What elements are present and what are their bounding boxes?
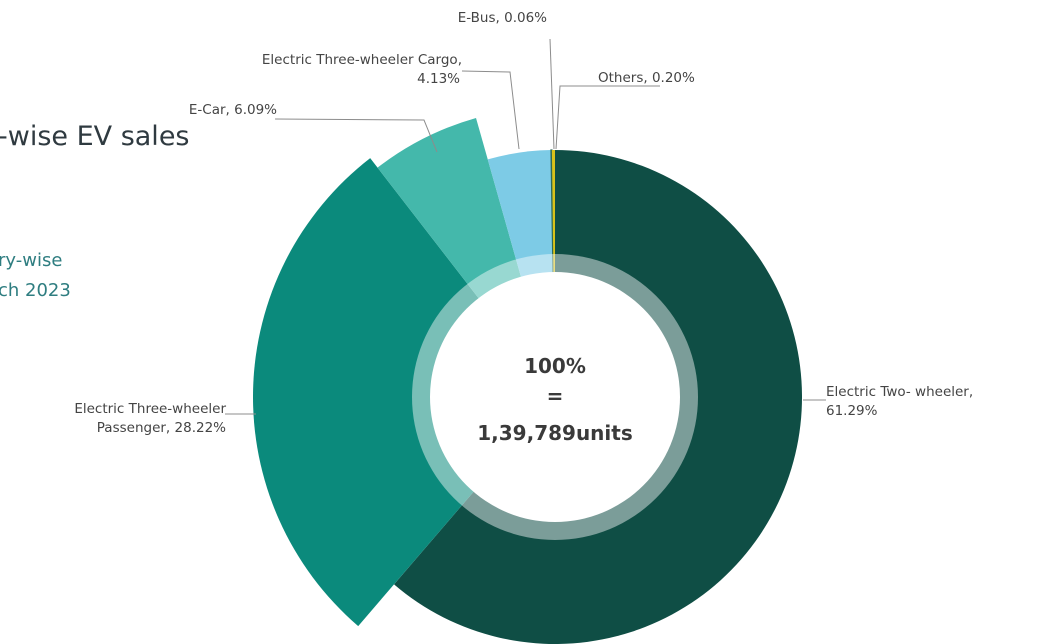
data-label-electric-three-wheeler-passenger: Electric Three-wheeler (74, 401, 226, 417)
leader-line-e-bus (549, 38, 555, 150)
leader-line-others (555, 85, 660, 150)
data-label-e-car: E-Car, 6.09% (189, 102, 277, 118)
page-subtitle-line-1: ry-wise (0, 250, 63, 271)
data-label-electric-three-wheeler-cargo: Electric Three-wheeler Cargo, (262, 52, 462, 68)
page-subtitle-line-2: ch 2023 (0, 280, 71, 301)
data-label-electric-three-wheeler-cargo: 4.13% (417, 71, 460, 87)
data-label-electric-three-wheeler-passenger: Passenger, 28.22% (97, 420, 226, 436)
center-disc (430, 272, 680, 522)
data-label-electric-two-wheeler: Electric Two- wheeler, (826, 384, 973, 400)
center-text-line-1: 100% (524, 354, 586, 378)
center-text-line-2: = (547, 384, 564, 408)
center-text-line-3: 1,39,789units (477, 421, 633, 445)
page-subtitle: ry-wise ch 2023 (0, 246, 71, 306)
chart-labels: Electric Two- wheeler, 61.29% Electric Thr… (74, 10, 973, 436)
center-total-label: 100% = 1,39,789units (477, 354, 633, 445)
leader-line-e-car (274, 118, 438, 153)
page-title: -wise EV sales (0, 121, 190, 152)
chart-leader-lines (225, 38, 826, 415)
leader-line-electric-three-wheeler-cargo (461, 70, 520, 150)
data-label-electric-two-wheeler: 61.29% (826, 403, 878, 419)
slice-electric-three-wheeler-passenger (253, 158, 555, 627)
data-label-e-bus: E-Bus, 0.06% (458, 10, 547, 26)
data-label-others: Others, 0.20% (598, 70, 695, 86)
